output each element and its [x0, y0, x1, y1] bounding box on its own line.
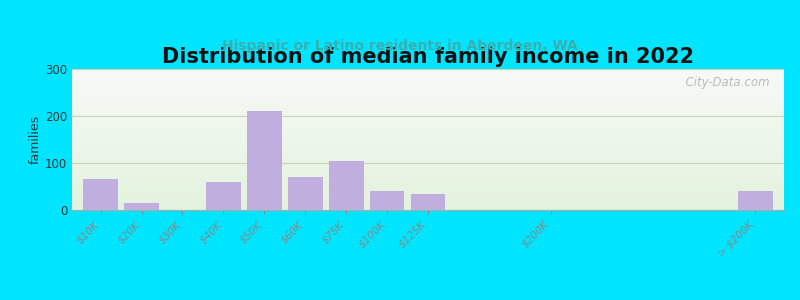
Bar [83, 179, 118, 210]
Bar [738, 191, 773, 210]
Bar [206, 182, 241, 210]
Bar [288, 177, 322, 210]
Bar [206, 182, 241, 210]
Bar [124, 203, 159, 210]
Text: City-Data.com: City-Data.com [678, 76, 770, 89]
Bar [329, 161, 363, 210]
Y-axis label: families: families [29, 115, 42, 164]
Text: Hispanic or Latino residents in Aberdeen, WA: Hispanic or Latino residents in Aberdeen… [222, 39, 578, 53]
Bar [738, 191, 773, 210]
Bar [329, 161, 363, 210]
Bar [370, 191, 405, 210]
Bar [370, 191, 405, 210]
Bar [124, 203, 159, 210]
Bar [410, 194, 446, 210]
Title: Distribution of median family income in 2022: Distribution of median family income in … [162, 47, 694, 68]
Bar [83, 179, 118, 210]
Bar [247, 111, 282, 210]
Bar [288, 177, 322, 210]
Bar [247, 111, 282, 210]
Bar [410, 194, 446, 210]
